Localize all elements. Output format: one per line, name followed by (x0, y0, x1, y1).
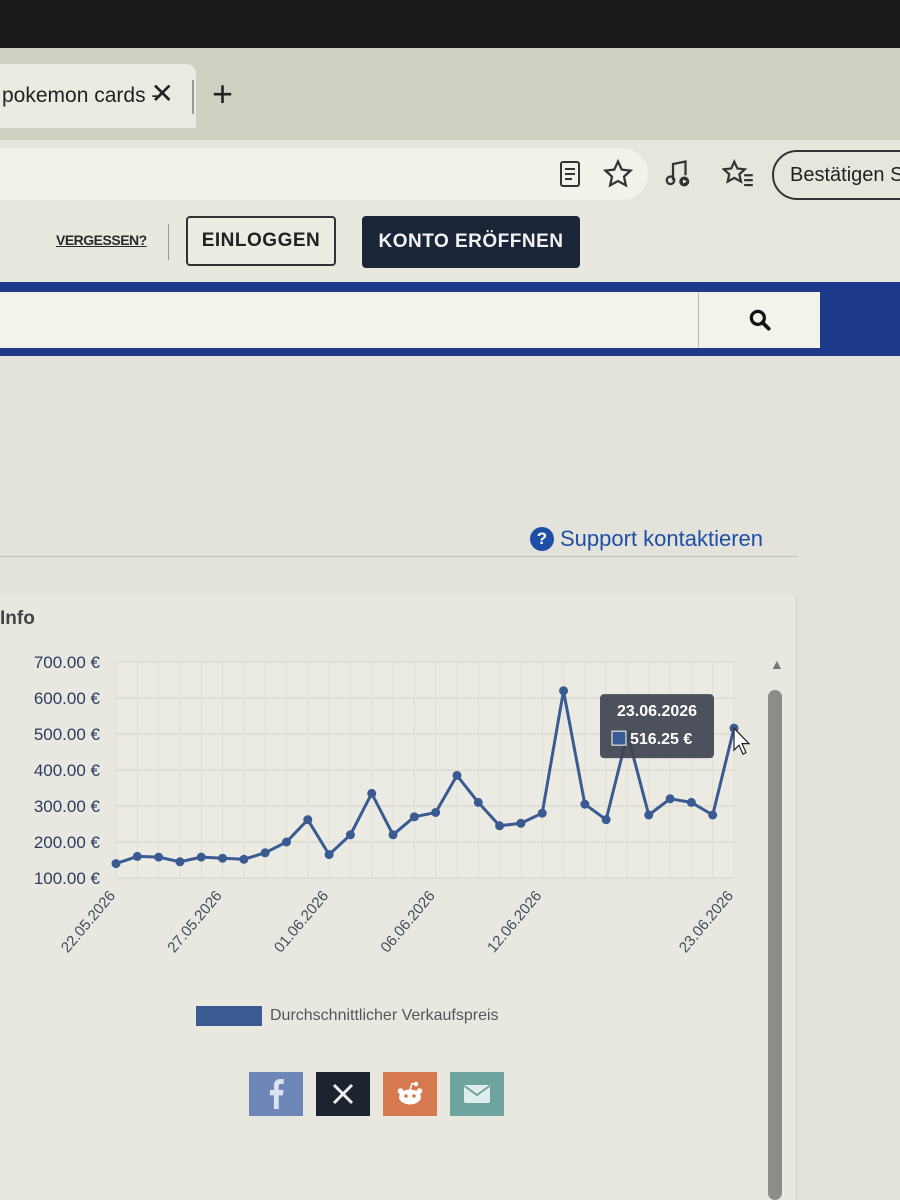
tooltip-date: 23.06.2026 (617, 703, 697, 720)
reddit-icon (397, 1081, 423, 1105)
browser-tab[interactable]: pokemon cards - ✕ (0, 64, 196, 128)
legend-swatch (196, 1006, 262, 1026)
data-point (559, 686, 569, 696)
x-tick-label: 27.05.2026 (164, 888, 225, 956)
close-icon[interactable]: ✕ (150, 78, 174, 109)
data-point (537, 808, 547, 818)
data-point (388, 830, 398, 840)
tab-title: pokemon cards - (2, 84, 159, 107)
data-point (473, 797, 483, 807)
y-tick-label: 400.00 € (34, 761, 101, 780)
mail-icon (463, 1085, 491, 1103)
new-tab-icon[interactable]: + (212, 73, 234, 114)
x-icon (332, 1083, 354, 1105)
address-bar[interactable] (0, 148, 648, 200)
data-point (580, 799, 590, 809)
profile-label: Bestätigen S (790, 163, 900, 186)
support-label: Support kontaktieren (560, 526, 764, 551)
header-divider (168, 224, 169, 260)
facebook-icon (269, 1079, 284, 1109)
create-account-button[interactable]: KONTO ERÖFFNEN (362, 216, 580, 268)
data-point (218, 853, 228, 863)
data-point (345, 830, 355, 840)
data-point (281, 837, 291, 847)
section-divider (0, 556, 798, 557)
scrollbar[interactable] (768, 690, 782, 1200)
price-history-chart: 700.00 € 600.00 € 500.00 € 400.00 € 300.00 €… (34, 653, 751, 1026)
data-point (324, 850, 334, 860)
y-tick-label: 500.00 € (34, 725, 101, 744)
share-reddit-button[interactable] (383, 1072, 437, 1116)
y-tick-label: 300.00 € (34, 797, 101, 816)
x-tick-label: 22.05.2026 (58, 888, 119, 956)
profile-button[interactable]: Bestätigen S (772, 150, 900, 200)
data-point (154, 852, 164, 862)
tooltip-swatch (611, 730, 627, 746)
help-icon: ? (530, 527, 554, 551)
x-tick-label: 01.06.2026 (271, 888, 332, 956)
data-point (431, 807, 441, 817)
legend-label: Durchschnittlicher Verkaufspreis (270, 1007, 499, 1024)
data-point (686, 797, 696, 807)
favorite-star-icon[interactable] (600, 156, 636, 192)
y-tick-label: 200.00 € (34, 833, 101, 852)
x-tick-label: 12.06.2026 (484, 888, 545, 956)
media-icon[interactable] (660, 156, 696, 192)
data-point (175, 857, 185, 867)
share-email-button[interactable] (450, 1072, 504, 1116)
data-point (601, 815, 611, 825)
search-input[interactable] (0, 292, 698, 348)
data-point (367, 788, 377, 798)
y-tick-label: 100.00 € (34, 869, 101, 888)
y-tick-label: 700.00 € (34, 653, 101, 672)
data-point (644, 810, 654, 820)
data-point (452, 770, 462, 780)
data-point (260, 848, 270, 858)
data-point (111, 859, 121, 869)
y-tick-label: 600.00 € (34, 689, 101, 708)
data-point (708, 810, 718, 820)
scroll-up-arrow[interactable]: ▲ (770, 656, 784, 672)
login-button[interactable]: EINLOGGEN (186, 216, 336, 266)
tab-divider (192, 80, 194, 114)
x-tick-label: 23.06.2026 (676, 888, 737, 956)
data-point (132, 851, 142, 861)
share-x-button[interactable] (316, 1072, 370, 1116)
data-point (409, 812, 419, 822)
data-point (495, 821, 505, 831)
data-point (516, 818, 526, 828)
monitor-bezel (0, 0, 900, 48)
x-tick-label: 06.06.2026 (377, 888, 438, 956)
panel-title: Info (0, 608, 35, 629)
search-button[interactable] (698, 292, 820, 348)
data-point (303, 815, 313, 825)
favorites-list-icon[interactable] (720, 156, 756, 192)
share-facebook-button[interactable] (249, 1072, 303, 1116)
data-point (665, 794, 675, 804)
reader-mode-icon[interactable] (552, 156, 588, 192)
mouse-cursor (733, 726, 751, 755)
search-icon (749, 309, 771, 331)
data-point (196, 852, 206, 862)
tooltip-box (600, 694, 714, 759)
tooltip-value: 516.25 € (630, 731, 692, 748)
data-point (239, 854, 249, 864)
forgot-password-link[interactable]: VERGESSEN? (56, 232, 147, 248)
support-link[interactable]: ? Support kontaktieren (530, 526, 763, 552)
